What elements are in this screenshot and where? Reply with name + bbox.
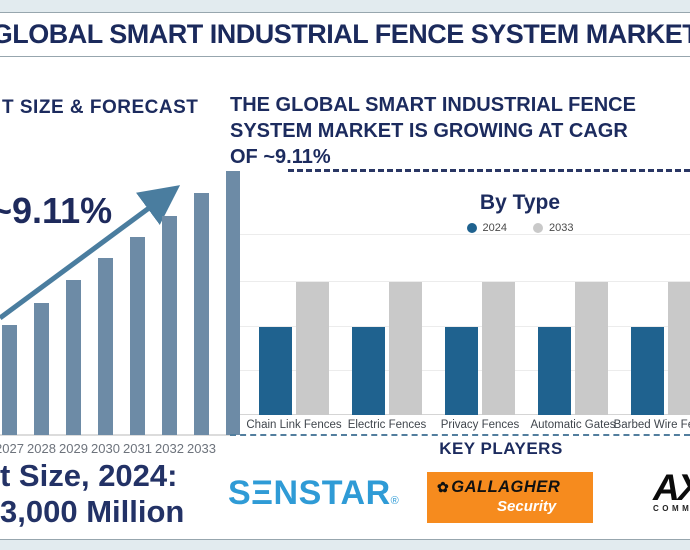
header-divider-top <box>0 12 690 13</box>
axis-logo: AX COMM <box>653 467 690 513</box>
bar-2024-1 <box>352 327 385 415</box>
legend-label: 2033 <box>549 222 574 234</box>
page-title: GLOBAL SMART INDUSTRIAL FENCE SYSTEM MAR… <box>0 19 690 49</box>
top-band <box>0 0 690 12</box>
year-label: 2028 <box>27 441 56 456</box>
growth-headline-line2: SYSTEM MARKET IS GROWING AT CAGR <box>230 120 628 142</box>
bytype-chart-title: By Type <box>479 191 561 214</box>
registered-mark-icon: ® <box>390 495 400 507</box>
year-label: 2033 <box>187 441 216 456</box>
category-label: Electric Fences <box>347 419 427 431</box>
bar-2033-1 <box>389 282 422 415</box>
title-band: GLOBAL SMART INDUSTRIAL FENCE SYSTEM MAR… <box>0 13 690 56</box>
senstar-logo-text: SΞNSTAR <box>228 474 391 512</box>
bytype-chart <box>240 232 690 415</box>
forecast-bar-2031 <box>130 237 145 435</box>
axis-logo-text: AX <box>653 467 690 508</box>
legend-label: 2024 <box>482 222 507 234</box>
gallagher-thistle-icon: ✿ <box>437 479 450 495</box>
axis-communications-text: COMM <box>653 504 690 513</box>
bar-2033-0 <box>296 282 329 415</box>
year-label: 2027 <box>0 441 24 456</box>
year-label: 2030 <box>91 441 120 456</box>
gallagher-logo-text: ✿ GALLAGHER <box>437 478 561 496</box>
keyplayers-title: KEY PLAYERS <box>439 439 563 458</box>
growth-headline-line3: OF ~9.11% <box>230 146 331 168</box>
forecast-bar-2027 <box>2 325 17 435</box>
forecast-bar-2029 <box>66 280 81 435</box>
header-divider-bottom <box>0 56 690 57</box>
forecast-bar-2032 <box>162 216 177 435</box>
legend-item-2024: 2024 <box>466 222 507 234</box>
forecast-bar-partial <box>226 171 240 435</box>
growth-headline-line1: THE GLOBAL SMART INDUSTRIAL FENCE <box>230 94 636 116</box>
footer-divider <box>0 539 690 540</box>
bar-2033-2 <box>482 282 515 415</box>
gallagher-logo: ✿ GALLAGHER Security <box>427 472 593 523</box>
trend-arrow-icon <box>0 185 181 321</box>
gallagher-security-text: Security <box>497 498 557 515</box>
forecast-chart: 2027202820292030203120322033 <box>0 160 240 460</box>
forecast-x-axis <box>0 434 236 436</box>
bar-2024-4 <box>631 327 664 415</box>
forecast-bar-2028 <box>34 303 49 435</box>
bar-2024-3 <box>538 327 571 415</box>
senstar-logo: SΞNSTAR® <box>228 474 399 513</box>
forecast-bar-2033 <box>194 193 209 435</box>
bytype-legend: 2024 2033 <box>240 222 690 234</box>
legend-dot-icon <box>466 223 477 233</box>
category-label: Chain Link Fences <box>246 419 342 431</box>
keyplayers-dashed-separator <box>230 434 690 436</box>
forecast-heading: T SIZE & FORECAST <box>2 97 199 118</box>
bar-2033-4 <box>668 282 690 415</box>
category-label: Privacy Fences <box>440 419 520 431</box>
bytype-category-labels: Chain Link Fences Electric Fences Privacy … <box>240 419 690 435</box>
market-size-text-line1: t Size, 2024: <box>0 458 178 493</box>
category-label: Barbed Wire Fences <box>613 419 690 431</box>
headline-dashed-underline <box>288 169 690 172</box>
category-label: Automatic Gates <box>530 419 616 431</box>
bar-2024-2 <box>445 327 478 415</box>
bar-2033-3 <box>575 282 608 415</box>
gridline <box>240 281 690 282</box>
growth-headline: THE GLOBAL SMART INDUSTRIAL FENCE SYSTEM… <box>230 92 690 170</box>
cagr-annotation: ~9.11% <box>0 190 113 231</box>
gridline <box>240 326 690 327</box>
year-label: 2029 <box>59 441 88 456</box>
year-label: 2032 <box>155 441 184 456</box>
bar-2024-0 <box>259 327 292 415</box>
legend-item-2033: 2033 <box>533 222 573 234</box>
forecast-bar-2030 <box>98 258 113 435</box>
gridline <box>240 234 690 235</box>
year-label: 2031 <box>123 441 152 456</box>
bottom-band <box>0 540 690 550</box>
market-size-text-line2: 3,000 Million <box>0 494 185 529</box>
legend-dot-icon <box>533 223 543 233</box>
